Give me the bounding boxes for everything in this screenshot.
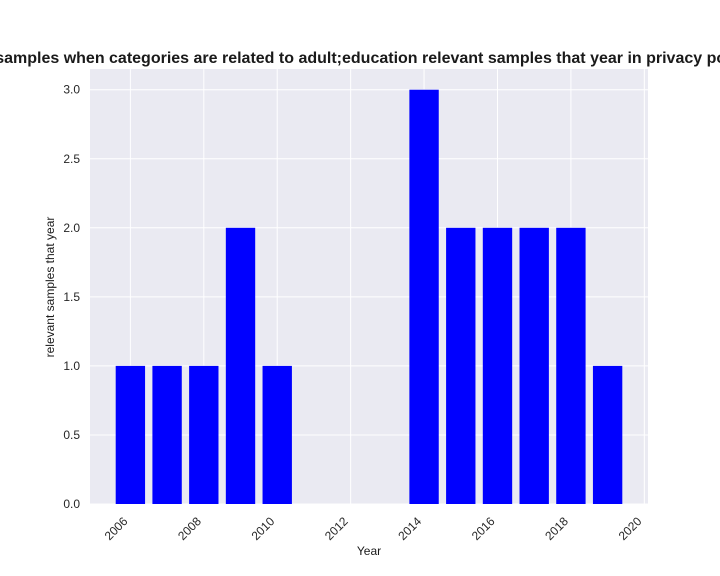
y-tick-label: 0.5 xyxy=(63,428,80,442)
y-tick-label: 2.0 xyxy=(63,221,80,235)
x-tick-label: 2018 xyxy=(542,514,571,543)
bar-2015 xyxy=(446,227,476,505)
x-tick-label: 2008 xyxy=(175,514,204,543)
y-tick-label: 3.0 xyxy=(63,83,80,97)
bar-2009 xyxy=(225,227,256,505)
bars xyxy=(115,89,623,505)
bar-2014 xyxy=(409,89,439,504)
x-tick-label: 2016 xyxy=(469,514,498,543)
bar-2007 xyxy=(152,365,182,504)
y-tick-label: 1.5 xyxy=(63,290,80,304)
bar-2019 xyxy=(592,365,623,504)
chart-title: Number of samples when categories are re… xyxy=(0,50,720,67)
x-tick-label: 2012 xyxy=(322,514,351,543)
bar-2018 xyxy=(556,227,586,505)
x-axis-label: Year xyxy=(357,544,381,558)
x-tick-label: 2014 xyxy=(395,514,424,543)
bar-2008 xyxy=(189,365,219,504)
y-tick-label: 1.0 xyxy=(63,359,80,373)
x-tick-label: 2010 xyxy=(249,514,278,543)
bar-2017 xyxy=(519,227,549,505)
y-axis-label: relevant samples that year xyxy=(43,217,57,358)
bar-2006 xyxy=(115,365,146,504)
plot-area xyxy=(90,69,648,504)
y-tick-label: 0.0 xyxy=(63,497,80,511)
x-tick-labels: 2006 2008 2010 2012 2014 2016 2018 2020 xyxy=(102,514,645,543)
x-tick-label: 2006 xyxy=(102,514,131,543)
y-tick-labels: 0.0 0.5 1.0 1.5 2.0 2.5 3.0 xyxy=(63,83,80,511)
bar-2016 xyxy=(482,227,513,505)
x-tick-label: 2020 xyxy=(616,514,645,543)
y-tick-label: 2.5 xyxy=(63,152,80,166)
bar-2010 xyxy=(262,365,292,504)
